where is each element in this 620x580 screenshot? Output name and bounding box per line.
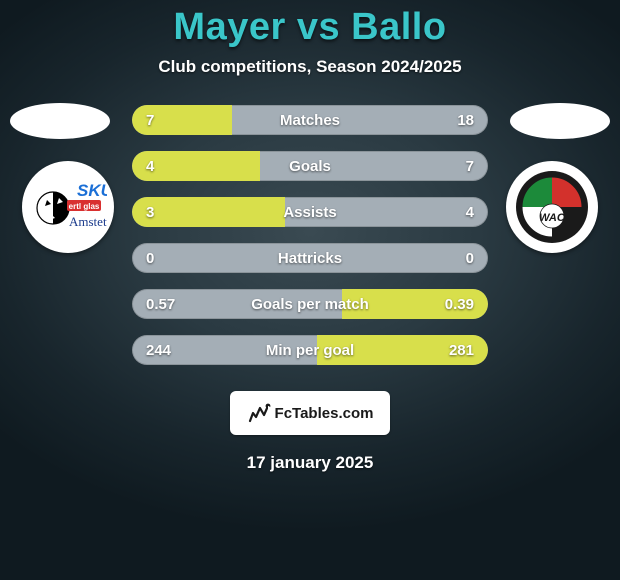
club-left-badge: SKU ertl glas Amstetten xyxy=(22,161,114,253)
wac-logo-icon: WAC xyxy=(513,168,591,246)
stat-row: 0.570.39Goals per match xyxy=(132,289,488,319)
comparison-panel: SKU ertl glas Amstetten WAC xyxy=(0,105,620,385)
stat-value-right: 7 xyxy=(466,151,474,181)
stat-value-right: 18 xyxy=(457,105,474,135)
attribution-badge: FcTables.com xyxy=(230,391,390,435)
stat-value-right: 281 xyxy=(449,335,474,365)
stat-row: 34Assists xyxy=(132,197,488,227)
stat-value-left: 3 xyxy=(146,197,154,227)
stat-row: 47Goals xyxy=(132,151,488,181)
bar-fill-left xyxy=(132,197,285,227)
stat-value-left: 0.57 xyxy=(146,289,175,319)
stat-value-left: 7 xyxy=(146,105,154,135)
sku-logo-icon: SKU ertl glas Amstetten xyxy=(29,168,107,246)
player-left-oval xyxy=(10,103,110,139)
svg-text:Amstetten: Amstetten xyxy=(69,214,107,229)
svg-text:WAC: WAC xyxy=(539,212,566,224)
stat-value-right: 0.39 xyxy=(445,289,474,319)
svg-text:ertl glas: ertl glas xyxy=(69,202,100,211)
stat-row: 718Matches xyxy=(132,105,488,135)
player-right-oval xyxy=(510,103,610,139)
stat-value-right: 0 xyxy=(466,243,474,273)
page-title: Mayer vs Ballo xyxy=(0,6,620,49)
attribution-text: FcTables.com xyxy=(275,405,374,422)
stat-row: 0 0Hattricks xyxy=(132,243,488,273)
club-right-badge: WAC xyxy=(506,161,598,253)
stat-row: 244281Min per goal xyxy=(132,335,488,365)
fctables-logo-icon xyxy=(247,401,271,425)
stat-value-left: 0 xyxy=(146,243,154,273)
svg-text:SKU: SKU xyxy=(77,181,107,200)
date-text: 17 january 2025 xyxy=(0,453,620,473)
stat-value-left: 244 xyxy=(146,335,171,365)
stat-value-left: 4 xyxy=(146,151,154,181)
stat-label: Hattricks xyxy=(132,243,488,273)
subtitle: Club competitions, Season 2024/2025 xyxy=(0,57,620,77)
stat-bars: 718Matches47Goals34Assists00Hattricks0.5… xyxy=(132,105,488,381)
stat-value-right: 4 xyxy=(466,197,474,227)
